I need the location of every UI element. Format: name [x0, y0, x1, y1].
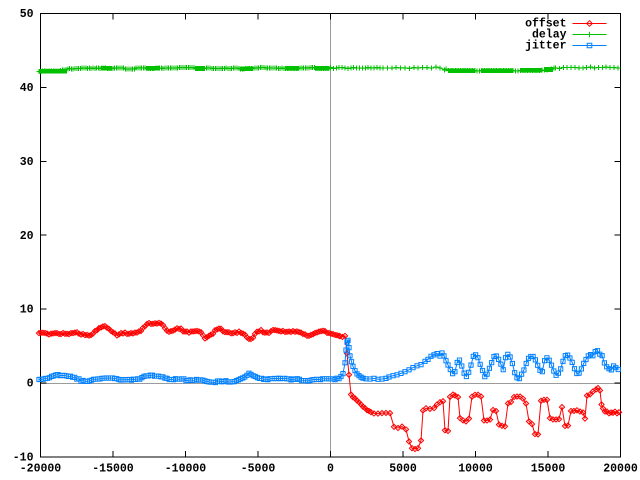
svg-text:20000: 20000 — [603, 463, 638, 476]
svg-text:5000: 5000 — [389, 463, 417, 476]
svg-text:delay: delay — [532, 29, 567, 42]
svg-text:-10000: -10000 — [165, 463, 207, 476]
svg-text:offset: offset — [525, 18, 566, 31]
svg-text:-20000: -20000 — [20, 463, 62, 476]
svg-text:-10: -10 — [13, 452, 34, 465]
svg-text:0: 0 — [27, 378, 34, 391]
svg-text:10000: 10000 — [458, 463, 493, 476]
svg-text:50: 50 — [20, 8, 34, 21]
svg-text:jitter: jitter — [525, 40, 567, 53]
svg-text:0: 0 — [327, 463, 334, 476]
svg-text:10: 10 — [20, 304, 34, 317]
svg-text:15000: 15000 — [531, 463, 566, 476]
svg-text:40: 40 — [20, 82, 34, 95]
svg-text:-15000: -15000 — [92, 463, 134, 476]
svg-text:20: 20 — [20, 230, 34, 243]
svg-text:-5000: -5000 — [241, 463, 276, 476]
svg-text:30: 30 — [20, 156, 34, 169]
